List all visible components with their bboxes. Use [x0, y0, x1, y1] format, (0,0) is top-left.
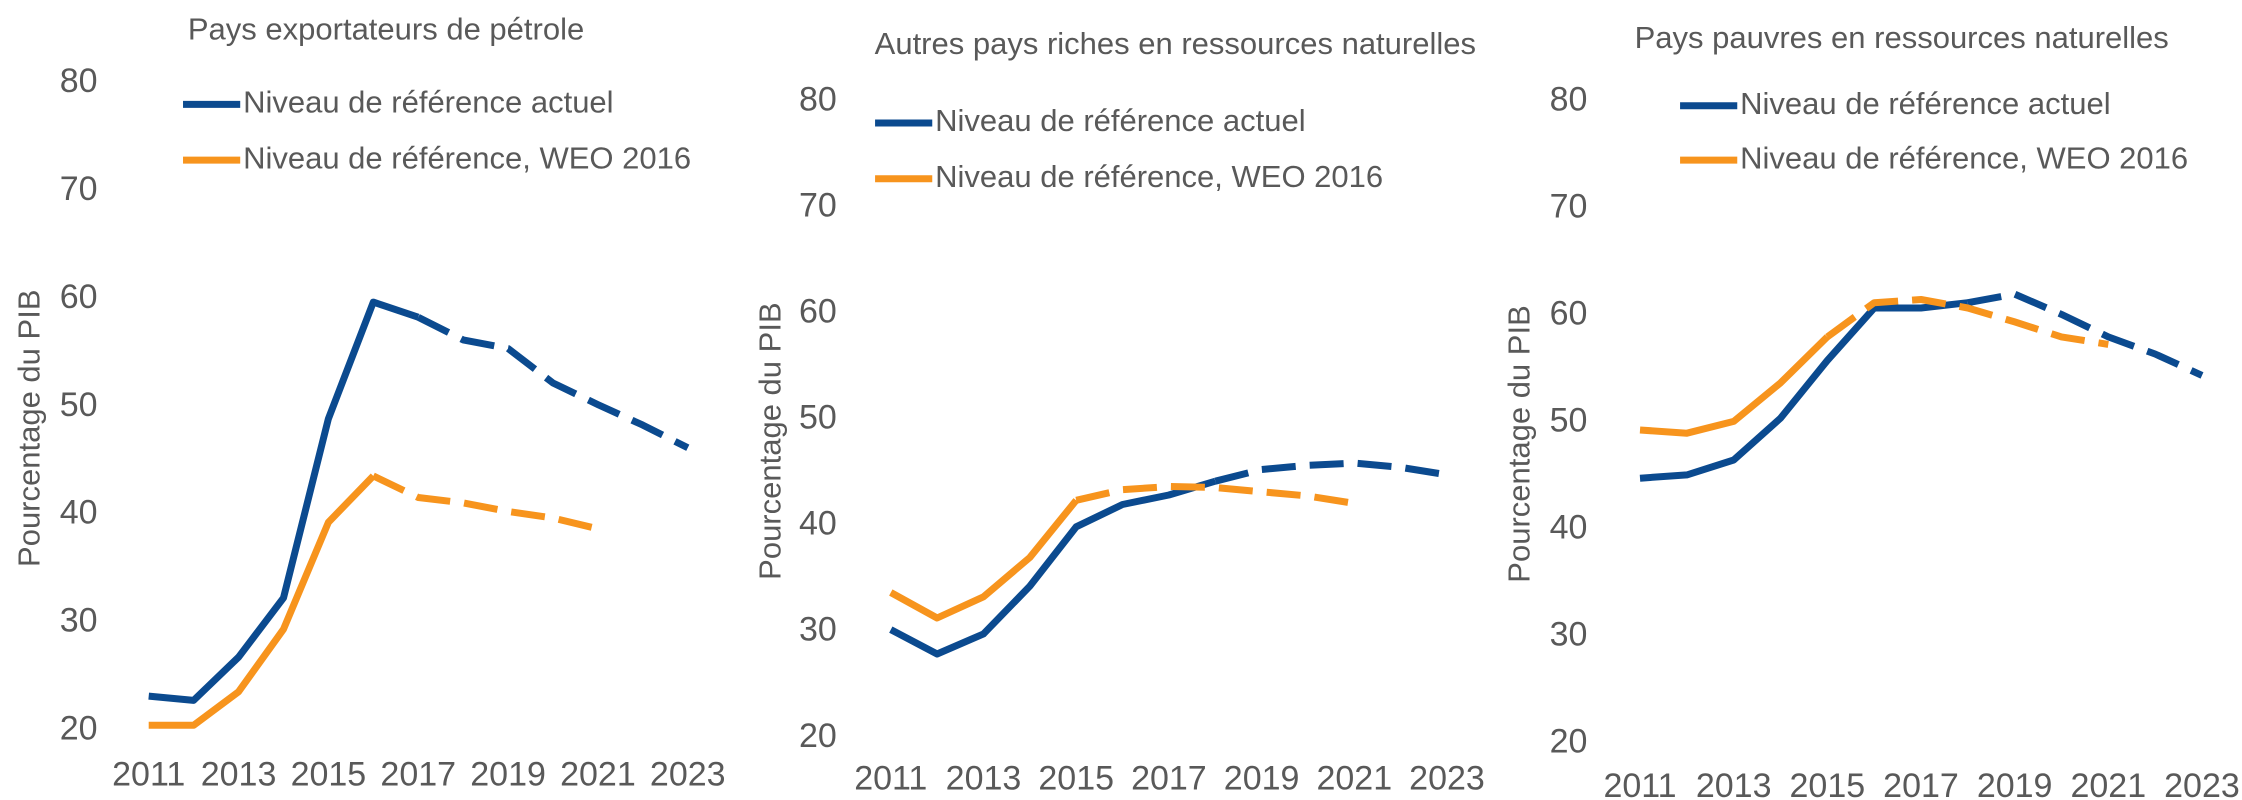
x-tick-label: 2023: [1409, 760, 1485, 798]
legend-label: Niveau de référence actuel: [243, 85, 614, 120]
y-tick-label: 50: [799, 399, 837, 437]
y-tick-label: 50: [1550, 402, 1588, 440]
y-tick-label: 40: [60, 494, 98, 532]
y-tick-label: 30: [1550, 616, 1588, 654]
series-line-dashed: [1214, 459, 1448, 485]
y-tick-label: 70: [60, 170, 98, 208]
chart-title: Pays pauvres en ressources naturelles: [1635, 20, 2169, 55]
legend-label: Niveau de référence actuel: [935, 103, 1306, 138]
x-tick-label: 2021: [2070, 767, 2146, 800]
series-line-dashed: [1967, 290, 2204, 379]
series-line: [148, 473, 376, 729]
x-tick-label: 2013: [946, 760, 1022, 798]
y-tick-label: 50: [60, 386, 98, 424]
series-line-dashed: [1825, 296, 2109, 348]
y-tick-label: 70: [799, 187, 837, 225]
y-tick-label: 20: [799, 717, 837, 755]
y-tick-label: 30: [799, 611, 837, 649]
y-tick-label: 80: [1550, 81, 1588, 119]
y-axis-label: Pourcentage du PIB: [752, 302, 787, 579]
chart-title: Pays exportateurs de pétrole: [188, 12, 584, 47]
x-tick-label: 2019: [470, 755, 546, 793]
x-tick-label: 2011: [854, 760, 927, 798]
y-tick-label: 40: [799, 505, 837, 543]
x-tick-label: 2023: [650, 755, 726, 793]
x-tick-label: 2011: [1603, 767, 1676, 800]
x-tick-label: 2019: [1977, 767, 2053, 800]
legend-label: Niveau de référence, WEO 2016: [1740, 140, 2188, 175]
x-tick-label: 2017: [1131, 760, 1207, 798]
legend-label: Niveau de référence, WEO 2016: [243, 140, 691, 175]
y-tick-label: 60: [60, 278, 98, 316]
series-line-dashed: [371, 472, 599, 533]
x-tick-label: 2015: [291, 755, 367, 793]
x-tick-label: 2017: [380, 755, 456, 793]
y-axis-label: Pourcentage du PIB: [1502, 305, 1537, 582]
x-tick-label: 2021: [1316, 760, 1392, 798]
series-line: [1639, 334, 1830, 437]
x-tick-label: 2021: [560, 755, 636, 793]
y-tick-label: 20: [1550, 723, 1588, 761]
y-tick-label: 20: [60, 710, 98, 748]
x-tick-label: 2015: [1038, 760, 1114, 798]
x-tick-label: 2019: [1224, 760, 1300, 798]
legend-label: Niveau de référence, WEO 2016: [935, 159, 1383, 194]
x-tick-label: 2013: [1696, 767, 1772, 800]
series-line-dashed: [416, 314, 690, 451]
series-line: [1639, 299, 1969, 482]
x-tick-label: 2017: [1883, 767, 1959, 800]
series-line: [148, 298, 420, 704]
x-tick-label: 2013: [201, 755, 277, 793]
series-line: [889, 498, 1079, 622]
y-tick-label: 60: [1550, 295, 1588, 333]
y-axis-label: Pourcentage du PIB: [12, 289, 47, 566]
chart-title: Autres pays riches en ressources naturel…: [875, 26, 1476, 61]
y-tick-label: 40: [1550, 509, 1588, 547]
y-tick-label: 30: [60, 602, 98, 640]
y-tick-label: 80: [60, 62, 98, 100]
series-line: [889, 477, 1217, 658]
legend-label: Niveau de référence actuel: [1740, 86, 2111, 121]
y-tick-label: 60: [799, 293, 837, 331]
y-tick-label: 80: [799, 81, 837, 119]
series-line-dashed: [1075, 483, 1355, 507]
x-tick-label: 2015: [1790, 767, 1866, 800]
y-tick-label: 70: [1550, 188, 1588, 226]
x-tick-label: 2011: [112, 755, 185, 793]
x-tick-label: 2023: [2164, 767, 2240, 800]
